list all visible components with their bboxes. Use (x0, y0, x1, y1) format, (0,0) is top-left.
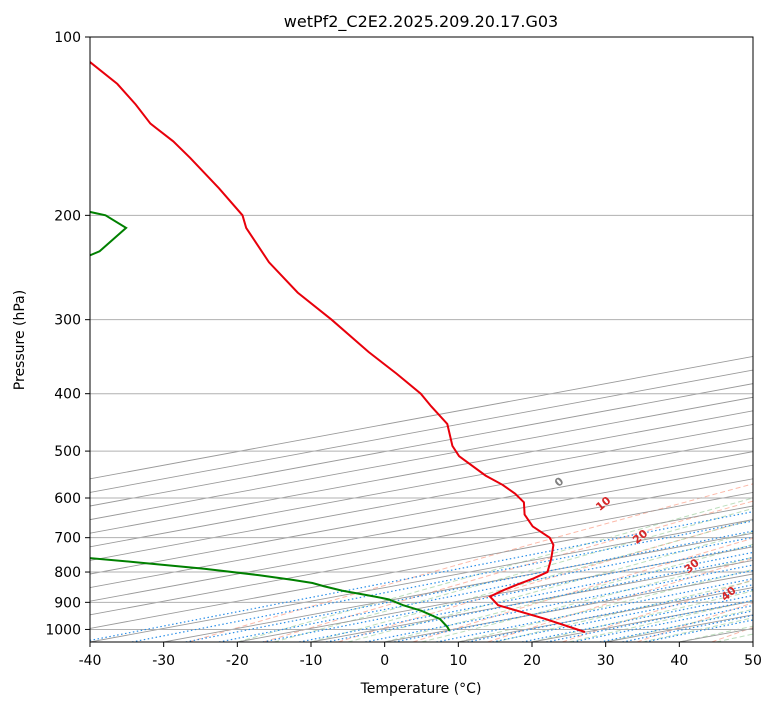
y-tick-label: 800 (54, 565, 81, 581)
x-tick-label: 40 (670, 653, 688, 669)
x-tick-label: 10 (449, 653, 467, 669)
x-tick-label: -10 (300, 653, 323, 669)
y-tick-label: 500 (54, 444, 81, 460)
mixing-ratio-line (394, 569, 753, 642)
dewpoint-profile-line (90, 210, 451, 632)
isotherm-line (90, 478, 753, 602)
y-tick-label: 1000 (45, 622, 81, 638)
isotherm-line (90, 519, 753, 642)
x-tick-label: 20 (523, 653, 541, 669)
moist-adiabat-line (347, 531, 753, 642)
dry-adiabat-line (487, 557, 753, 642)
y-tick-label: 700 (54, 531, 81, 547)
x-axis-label: Temperature (°C) (360, 681, 482, 697)
dry-adiabats-group (188, 483, 753, 642)
x-tick-label: 50 (744, 653, 762, 669)
y-tick-label: 400 (54, 387, 81, 403)
y-tick-label: 300 (54, 313, 81, 329)
plot-area: 0.10.20.40.611.52346810131620253036-100-… (90, 37, 753, 642)
profiles-group (90, 60, 586, 633)
moist-adiabat-line (531, 590, 753, 642)
isotherm-line (90, 423, 753, 548)
dry-adiabat-line (263, 500, 753, 642)
y-tick-label: 100 (54, 30, 81, 46)
y-tick-label: 200 (54, 208, 81, 224)
isotherm-line (90, 437, 753, 561)
mixing-ratio-group (90, 511, 753, 642)
mixing-ratio-line (131, 520, 753, 642)
y-tick-label: 900 (54, 595, 81, 611)
isotherm-line (90, 451, 753, 575)
temperature-profile-line (90, 60, 586, 633)
x-tick-label: -30 (152, 653, 175, 669)
plot-frame (89, 36, 754, 643)
x-tick-label: -20 (226, 653, 249, 669)
isotherms-group (90, 355, 753, 642)
isotherm-line (90, 505, 753, 629)
mixing-ratio-line (262, 544, 753, 642)
chart-title: wetPf2_C2E2.2025.209.20.17.G03 (284, 12, 558, 32)
mixing-ratio-line (299, 551, 753, 642)
moist-adiabat-line (458, 568, 753, 642)
isotherm-line (163, 532, 753, 642)
isotherm-line (90, 464, 753, 589)
x-tick-label: 0 (380, 653, 389, 669)
mixing-ratio-line (365, 564, 753, 642)
x-axis-ticks: -40 -30 -20 -10 0 10 20 30 40 50 (79, 642, 762, 669)
dry-adiabat-line (338, 518, 753, 642)
x-tick-label: -40 (79, 653, 102, 669)
y-axis-label: Pressure (hPa) (12, 290, 28, 390)
x-tick-label: 30 (597, 653, 615, 669)
y-axis-ticks: 100 200 300 400 500 600 700 800 900 1000 (45, 30, 90, 638)
isotherm-line (90, 491, 753, 616)
mixing-ratio-line (436, 578, 753, 642)
moist-adiabat-line (384, 543, 753, 642)
y-tick-label: 600 (54, 491, 81, 507)
mixing-ratio-line (325, 556, 753, 642)
